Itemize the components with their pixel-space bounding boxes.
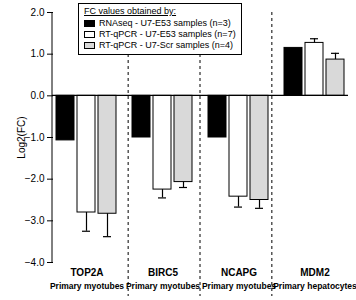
html-text:FC values obtained by:: FC values obtained by: [84,6,177,16]
svg-text:Primary myotubes: Primary myotubes [126,281,200,291]
html-text:RNAseq - U7-E53 samples (n=3): RNAseq - U7-E53 samples (n=3) [99,18,231,28]
svg-text:−3.0: −3.0 [25,215,45,226]
html-text:RT-qPCR - U7-E53 samples (n=7): RT-qPCR - U7-E53 samples (n=7) [99,29,236,39]
svg-text:−2.0: −2.0 [25,173,45,184]
svg-text:Primary myotubes: Primary myotubes [50,281,124,291]
svg-text:MDM2: MDM2 [300,267,330,278]
svg-text:1.0: 1.0 [31,48,45,59]
svg-text:TOP2A: TOP2A [70,267,103,278]
html-text:RT-qPCR - U7-Scr samples (n=4): RT-qPCR - U7-Scr samples (n=4) [99,40,234,50]
svg-text:0.0: 0.0 [31,90,45,101]
svg-text:Primary myotubes: Primary myotubes [202,281,276,291]
svg-text:BIRC5: BIRC5 [148,267,178,278]
svg-text:Primary hepatocytes: Primary hepatocytes [273,281,356,291]
svg-text:−1.0: −1.0 [25,132,45,143]
svg-text:−4.0: −4.0 [25,257,45,268]
svg-text:Log2(FC): Log2(FC) [16,116,27,158]
svg-text:NCAPG: NCAPG [221,267,257,278]
svg-text:2.0: 2.0 [31,7,45,18]
